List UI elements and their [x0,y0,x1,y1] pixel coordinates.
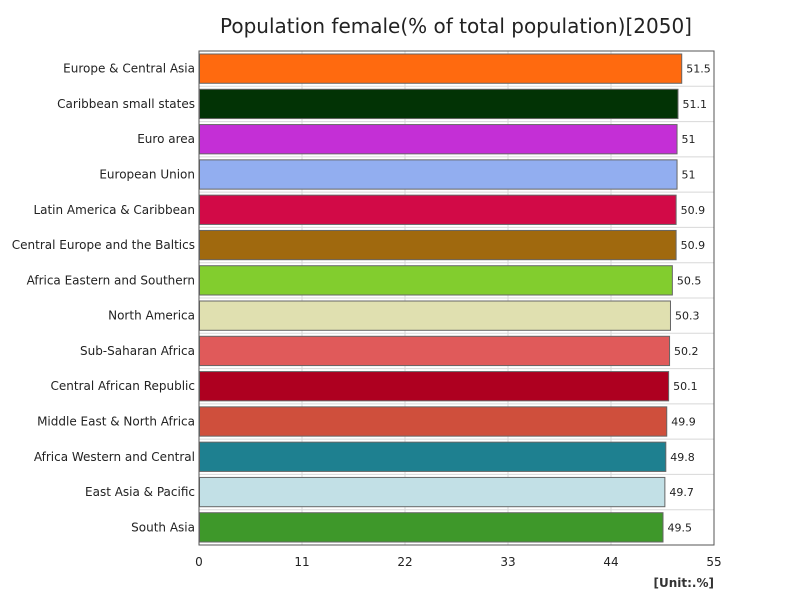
x-tick-label: 44 [603,555,618,569]
x-tick-label: 11 [294,555,309,569]
bar [199,476,666,508]
value-label: 49.9 [671,416,696,429]
x-tick-label: 55 [706,555,721,569]
bar [199,88,679,120]
x-tick-label: 0 [195,555,203,569]
category-labels: Europe & Central Asia Caribbean small sta… [12,62,195,535]
bar [199,159,678,190]
category-label: Caribbean small states [57,97,195,111]
x-tick-label: 22 [397,555,412,569]
value-label: 50.3 [675,310,700,323]
bar [199,441,667,472]
value-label: 49.8 [670,451,695,464]
category-label: East Asia & Pacific [85,485,195,499]
value-label: 50.1 [673,380,698,393]
value-label: 50.9 [681,204,706,217]
category-label: Africa Western and Central [34,450,195,464]
category-label: Latin America & Caribbean [33,203,195,217]
bar [199,300,671,331]
bar [199,194,677,225]
category-label: European Union [99,168,195,182]
bar [199,406,668,437]
category-label: Central Europe and the Baltics [12,238,195,252]
category-label: Middle East & North Africa [37,415,195,429]
category-label: Euro area [137,132,195,146]
plot-frame [198,50,715,546]
value-label: 50.5 [677,274,702,287]
bar [199,124,678,155]
x-tick-labels: 0 11 22 33 44 55 [195,555,721,569]
bar [199,229,677,261]
category-label: Sub-Saharan Africa [80,344,195,358]
bars [199,53,683,543]
unit-label: [Unit:.%] [653,576,715,590]
value-label: 51 [682,133,696,146]
category-label: South Asia [131,520,195,534]
value-label: 50.2 [674,345,699,358]
x-tick-label: 33 [500,555,515,569]
value-label: 51.1 [682,98,707,111]
value-label: 49.7 [669,486,694,499]
chart-title: Population female(% of total population)… [219,14,692,38]
category-label: North America [108,309,195,323]
category-label: Europe & Central Asia [63,62,195,76]
bar [199,371,670,402]
category-label: Central African Republic [51,379,195,393]
value-label: 49.5 [668,521,693,534]
bar [199,265,673,296]
bar [199,53,683,84]
value-label: 51 [682,169,696,182]
category-label: Africa Eastern and Southern [27,273,195,287]
value-label: 51.5 [686,63,711,76]
bar [199,512,664,543]
value-label: 50.9 [681,239,706,252]
bar [199,335,671,367]
value-labels: 51.5 51.1 51 51 50.9 50.9 50.5 50.3 50.2 50.1 49.9… [668,63,711,535]
